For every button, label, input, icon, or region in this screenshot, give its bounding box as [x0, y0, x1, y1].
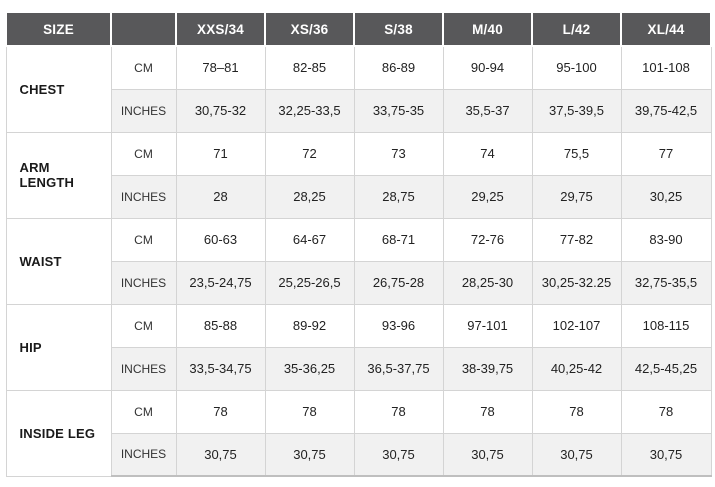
- size-column-header-m40: M/40: [442, 13, 533, 47]
- value-cell: 29,25: [442, 174, 533, 219]
- value-cell: 28,25-30: [442, 260, 533, 305]
- size-column-header-xl44: XL/44: [620, 13, 712, 47]
- value-cell: 90-94: [442, 45, 533, 90]
- unit-cell-cm: CM: [110, 389, 177, 434]
- value-cell: 77: [620, 131, 712, 176]
- size-column-header-xxs34: XXS/34: [175, 13, 266, 47]
- table-row-waist-inches: INCHES 23,5-24,75 25,25-26,5 26,75-28 28…: [6, 260, 712, 305]
- value-cell: 30,75: [620, 432, 712, 477]
- value-cell: 68-71: [353, 217, 444, 262]
- unit-cell-cm: CM: [110, 131, 177, 176]
- unit-header-cell: [110, 13, 177, 47]
- size-column-header-s38: S/38: [353, 13, 444, 47]
- value-cell: 78: [175, 389, 266, 434]
- value-cell: 74: [442, 131, 533, 176]
- value-cell: 33,75-35: [353, 88, 444, 133]
- unit-cell-inches: INCHES: [110, 432, 177, 477]
- value-cell: 72: [264, 131, 355, 176]
- value-cell: 23,5-24,75: [175, 260, 266, 305]
- table-row-chest-cm: CHEST CM 78–81 82-85 86-89 90-94 95-100 …: [5, 45, 712, 133]
- value-cell: 95-100: [531, 45, 622, 90]
- value-cell: 64-67: [264, 217, 355, 262]
- value-cell: 35-36,25: [264, 346, 355, 391]
- table-row-waist-cm: WAIST CM 60-63 64-67 68-71 72-76 77-82 8…: [5, 217, 712, 305]
- value-cell: 37,5-39,5: [531, 88, 622, 133]
- value-cell: 26,75-28: [353, 260, 444, 305]
- value-cell: 30,75: [442, 432, 533, 477]
- value-cell: 78: [531, 389, 622, 434]
- size-column-header-l42: L/42: [531, 13, 622, 47]
- value-cell: 78: [620, 389, 712, 434]
- value-cell: 97-101: [442, 303, 533, 348]
- value-cell: 86-89: [353, 45, 444, 90]
- value-cell: 78: [442, 389, 533, 434]
- value-cell: 101-108: [620, 45, 712, 90]
- value-cell: 102-107: [531, 303, 622, 348]
- value-cell: 42,5-45,25: [620, 346, 712, 391]
- table-row-hip-inches: INCHES 33,5-34,75 35-36,25 36,5-37,75 38…: [6, 346, 712, 391]
- value-cell: 78: [264, 389, 355, 434]
- value-cell: 32,75-35,5: [620, 260, 712, 305]
- unit-cell-cm: CM: [110, 45, 177, 90]
- value-cell: 77-82: [531, 217, 622, 262]
- value-cell: 83-90: [620, 217, 712, 262]
- value-cell: 30,25: [620, 174, 712, 219]
- row-label-inside-leg: INSIDE LEG: [5, 389, 112, 477]
- value-cell: 28,25: [264, 174, 355, 219]
- unit-cell-inches: INCHES: [110, 174, 177, 219]
- size-chart-table: SIZE XXS/34 XS/36 S/38 M/40 L/42 XL/44 C…: [5, 13, 712, 477]
- value-cell: 73: [353, 131, 444, 176]
- value-cell: 25,25-26,5: [264, 260, 355, 305]
- table-row-chest-inches: INCHES 30,75-32 32,25-33,5 33,75-35 35,5…: [6, 88, 712, 133]
- value-cell: 30,75: [175, 432, 266, 477]
- value-cell: 33,5-34,75: [175, 346, 266, 391]
- value-cell: 89-92: [264, 303, 355, 348]
- header-row: SIZE XXS/34 XS/36 S/38 M/40 L/42 XL/44: [5, 13, 712, 47]
- value-cell: 78: [353, 389, 444, 434]
- value-cell: 85-88: [175, 303, 266, 348]
- value-cell: 36,5-37,75: [353, 346, 444, 391]
- value-cell: 30,25-32.25: [531, 260, 622, 305]
- row-label-chest: CHEST: [5, 45, 112, 133]
- value-cell: 30,75-32: [175, 88, 266, 133]
- value-cell: 78–81: [175, 45, 266, 90]
- value-cell: 28,75: [353, 174, 444, 219]
- value-cell: 75,5: [531, 131, 622, 176]
- value-cell: 40,25-42: [531, 346, 622, 391]
- value-cell: 71: [175, 131, 266, 176]
- value-cell: 30,75: [264, 432, 355, 477]
- row-label-hip: HIP: [5, 303, 112, 391]
- value-cell: 35,5-37: [442, 88, 533, 133]
- value-cell: 38-39,75: [442, 346, 533, 391]
- value-cell: 60-63: [175, 217, 266, 262]
- unit-cell-inches: INCHES: [110, 260, 177, 305]
- table-row-insideleg-cm: INSIDE LEG CM 78 78 78 78 78 78: [5, 389, 712, 477]
- unit-cell-cm: CM: [110, 303, 177, 348]
- unit-cell-inches: INCHES: [110, 88, 177, 133]
- row-label-arm-length: ARM LENGTH: [5, 131, 112, 219]
- table-row-insideleg-inches: INCHES 30,75 30,75 30,75 30,75 30,75 30,…: [6, 432, 712, 477]
- size-header-cell: SIZE: [5, 13, 112, 47]
- unit-cell-cm: CM: [110, 217, 177, 262]
- value-cell: 93-96: [353, 303, 444, 348]
- table-row-hip-cm: HIP CM 85-88 89-92 93-96 97-101 102-107 …: [5, 303, 712, 391]
- value-cell: 72-76: [442, 217, 533, 262]
- table-row-armlength-inches: INCHES 28 28,25 28,75 29,25 29,75 30,25: [6, 174, 712, 219]
- value-cell: 30,75: [353, 432, 444, 477]
- value-cell: 29,75: [531, 174, 622, 219]
- value-cell: 28: [175, 174, 266, 219]
- table-row-armlength-cm: ARM LENGTH CM 71 72 73 74 75,5 77: [5, 131, 712, 219]
- row-label-waist: WAIST: [5, 217, 112, 305]
- value-cell: 32,25-33,5: [264, 88, 355, 133]
- value-cell: 82-85: [264, 45, 355, 90]
- value-cell: 30,75: [531, 432, 622, 477]
- size-column-header-xs36: XS/36: [264, 13, 355, 47]
- value-cell: 108-115: [620, 303, 712, 348]
- value-cell: 39,75-42,5: [620, 88, 712, 133]
- unit-cell-inches: INCHES: [110, 346, 177, 391]
